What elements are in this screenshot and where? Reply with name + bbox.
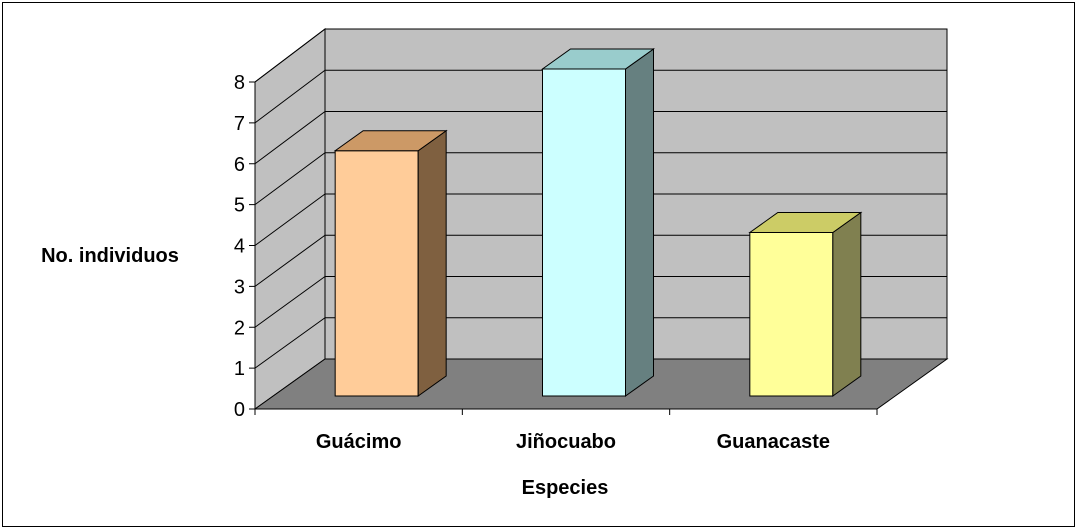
y-tick-label: 0 — [234, 399, 245, 421]
y-tick-label: 6 — [234, 154, 245, 176]
x-tick-label: Guácimo — [316, 431, 402, 453]
bar-side — [626, 49, 654, 396]
bar-1 — [335, 131, 446, 396]
y-tick-label: 7 — [234, 113, 245, 135]
bar-side — [418, 131, 446, 396]
bar-front — [543, 69, 626, 396]
y-tick-label: 1 — [234, 358, 245, 380]
bar-front — [335, 151, 418, 396]
y-tick-labels: 0 1 2 3 4 5 6 7 8 — [234, 72, 245, 421]
y-tick-label: 8 — [234, 72, 245, 94]
y-tick-label: 3 — [234, 276, 245, 298]
y-axis-title: No. individuos — [41, 245, 179, 267]
bar-3 — [750, 213, 861, 397]
bar-2 — [543, 49, 654, 396]
bar-side — [833, 213, 861, 397]
x-tick-labels: Guácimo Jiñocuabo Guanacaste — [316, 431, 830, 453]
y-tick-label: 4 — [234, 236, 245, 258]
x-tick-label: Jiñocuabo — [516, 431, 616, 453]
x-axis-title: Especies — [522, 477, 609, 499]
bar-front — [750, 233, 833, 397]
y-tick-label: 2 — [234, 317, 245, 339]
y-tick-label: 5 — [234, 195, 245, 217]
side-wall — [255, 29, 325, 409]
x-tick-label: Guanacaste — [717, 431, 830, 453]
